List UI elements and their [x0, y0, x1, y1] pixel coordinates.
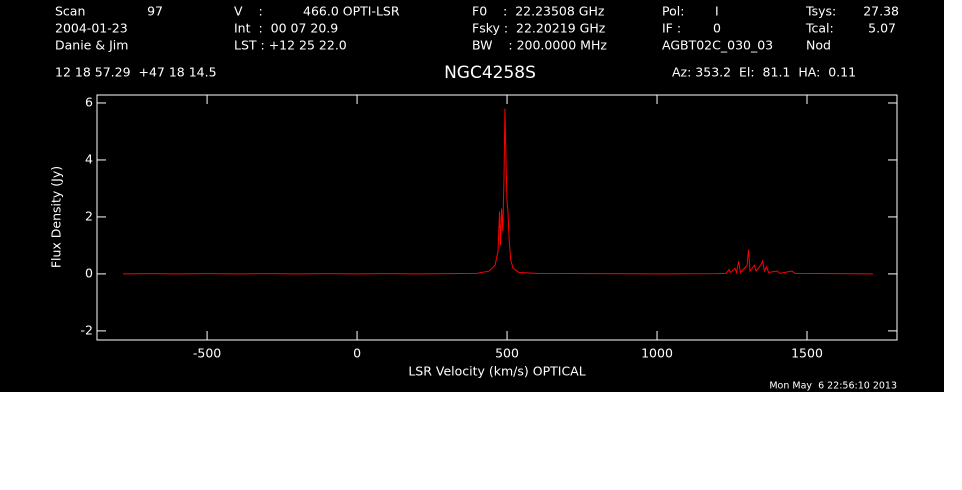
- y-tick-label: -2: [81, 322, 93, 337]
- x-tick-label: 1500: [791, 346, 823, 361]
- y-tick-label: 4: [85, 151, 93, 166]
- plot-frame: [96, 94, 898, 341]
- y-tick-label: 2: [85, 208, 93, 223]
- header-text: BW : 200.0000 MHz: [472, 38, 607, 53]
- header-text: F0 : 22.23508 GHz: [472, 4, 605, 19]
- x-tick-label: -500: [193, 346, 221, 361]
- x-tick-label: 500: [495, 346, 519, 361]
- header-text: 12 18 57.29 +47 18 14.5: [55, 65, 217, 80]
- header-text: 2004-01-23: [55, 21, 128, 36]
- header-text: 97: [147, 4, 163, 19]
- header-text: Fsky : 22.20219 GHz: [472, 21, 606, 36]
- header-text: I: [715, 4, 719, 19]
- x-tick-label: 1000: [641, 346, 673, 361]
- x-tick-label: 0: [353, 346, 361, 361]
- chart-title: NGC4258S: [444, 63, 536, 83]
- header-text: Int : 00 07 20.9: [234, 21, 338, 36]
- header-text: AGBT02C_030_03: [662, 38, 773, 53]
- y-tick-label: 0: [85, 265, 93, 280]
- header-text: Danie & Jim: [55, 38, 128, 53]
- header-text: 5.07: [868, 21, 896, 36]
- header-text: IF :: [662, 21, 681, 36]
- spectrum-line: [123, 108, 874, 275]
- header-text: Pol:: [662, 4, 684, 19]
- header-text: V :: [234, 4, 263, 19]
- header-text: Az: 353.2 El: 81.1 HA: 0.11: [672, 65, 856, 80]
- x-axis-label: LSR Velocity (km/s) OPTICAL: [408, 364, 585, 379]
- header-text: Tsys:: [805, 4, 836, 19]
- header-text: 0: [713, 21, 721, 36]
- timestamp: Mon May 6 22:56:10 2013: [769, 381, 897, 392]
- header-text: 27.38: [863, 4, 899, 19]
- y-tick-label: 6: [85, 94, 93, 109]
- header-text: Tcal:: [805, 21, 834, 36]
- plot-background: [0, 0, 944, 392]
- header-text: Scan: [55, 4, 85, 19]
- header-text: Nod: [806, 38, 831, 53]
- header-text: 466.0 OPTI-LSR: [303, 4, 400, 19]
- y-axis-label: Flux Density (Jy): [49, 166, 64, 268]
- header-text: LST : +12 25 22.0: [234, 38, 347, 53]
